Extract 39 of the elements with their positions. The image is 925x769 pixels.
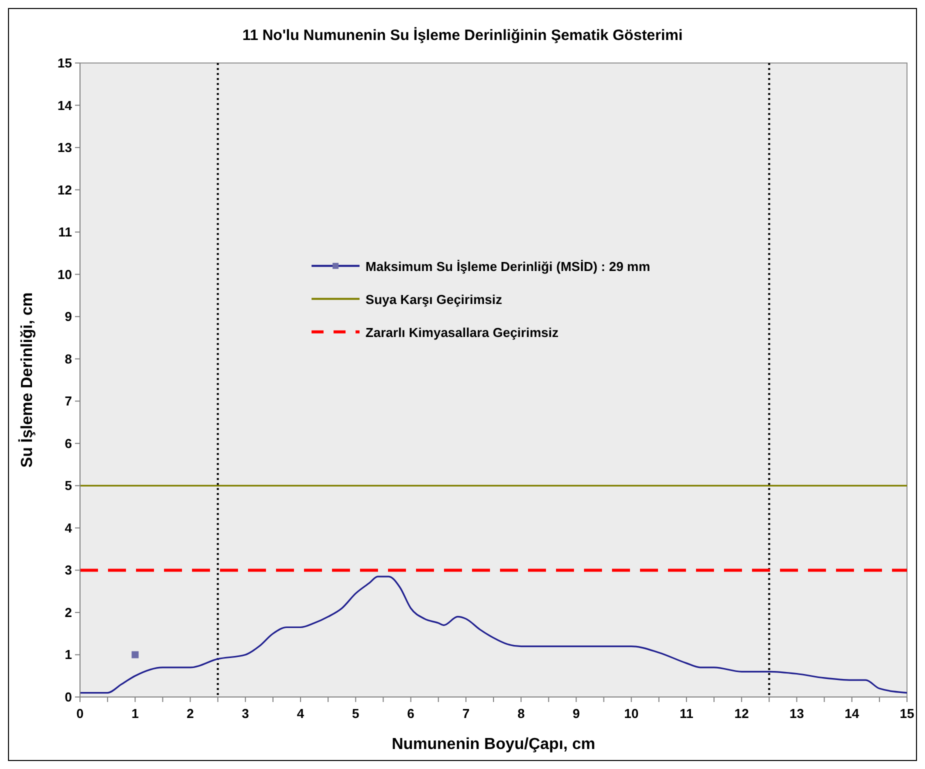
x-tick-label: 12	[734, 706, 749, 721]
y-axis-title: Su İşleme Derinliği, cm	[18, 292, 36, 468]
x-tick-label: 1	[132, 706, 139, 721]
x-tick-label: 9	[572, 706, 580, 721]
y-tick-label: 13	[58, 140, 72, 156]
y-tick-label: 2	[64, 604, 72, 620]
x-tick-label: 6	[407, 706, 414, 721]
y-tick-label: 1	[64, 647, 72, 662]
y-tick-label: 5	[64, 478, 72, 494]
y-tick-label: 3	[64, 562, 72, 578]
y-tick-label: 10	[58, 266, 72, 282]
y-tick-label: 4	[64, 520, 73, 536]
y-tick-label: 0	[64, 690, 72, 704]
x-tick-label: 14	[844, 706, 860, 721]
x-tick-label: 15	[900, 706, 914, 721]
x-tick-label: 5	[352, 706, 360, 721]
legend-label: Zararlı Kimyasallara Geçirimsiz	[366, 324, 560, 340]
y-tick-label: 15	[58, 56, 72, 70]
chart-title: 11 No'lu Numunenin Su İşleme Derinliğinin Şematik Gösterimi	[242, 27, 683, 44]
x-tick-label: 4	[296, 706, 305, 721]
x-tick-label: 8	[517, 706, 525, 721]
y-tick-label: 14	[58, 98, 73, 113]
y-tick-label: 11	[58, 224, 72, 240]
legend-label: Suya Karşı Geçirimsiz	[366, 292, 503, 307]
x-tick-label: 10	[624, 706, 639, 721]
x-tick-label: 13	[790, 706, 804, 721]
y-tick-label: 12	[58, 182, 72, 198]
x-tick-label: 3	[242, 706, 250, 721]
legend-label: Maksimum Su İşleme Derinliği (MSİD) : 29 mm	[366, 258, 650, 274]
x-tick-label: 11	[680, 706, 694, 721]
x-tick-label: 7	[462, 706, 470, 721]
y-tick-label: 7	[64, 394, 72, 409]
y-tick-label: 9	[64, 309, 72, 324]
x-axis-title: Numunenin Boyu/Çapı, cm	[392, 736, 596, 753]
line-series	[79, 576, 908, 694]
x-tick-label: 0	[76, 706, 84, 721]
y-tick-label: 8	[64, 351, 72, 366]
x-tick-label: 2	[186, 706, 194, 721]
y-tick-label: 6	[64, 436, 72, 451]
